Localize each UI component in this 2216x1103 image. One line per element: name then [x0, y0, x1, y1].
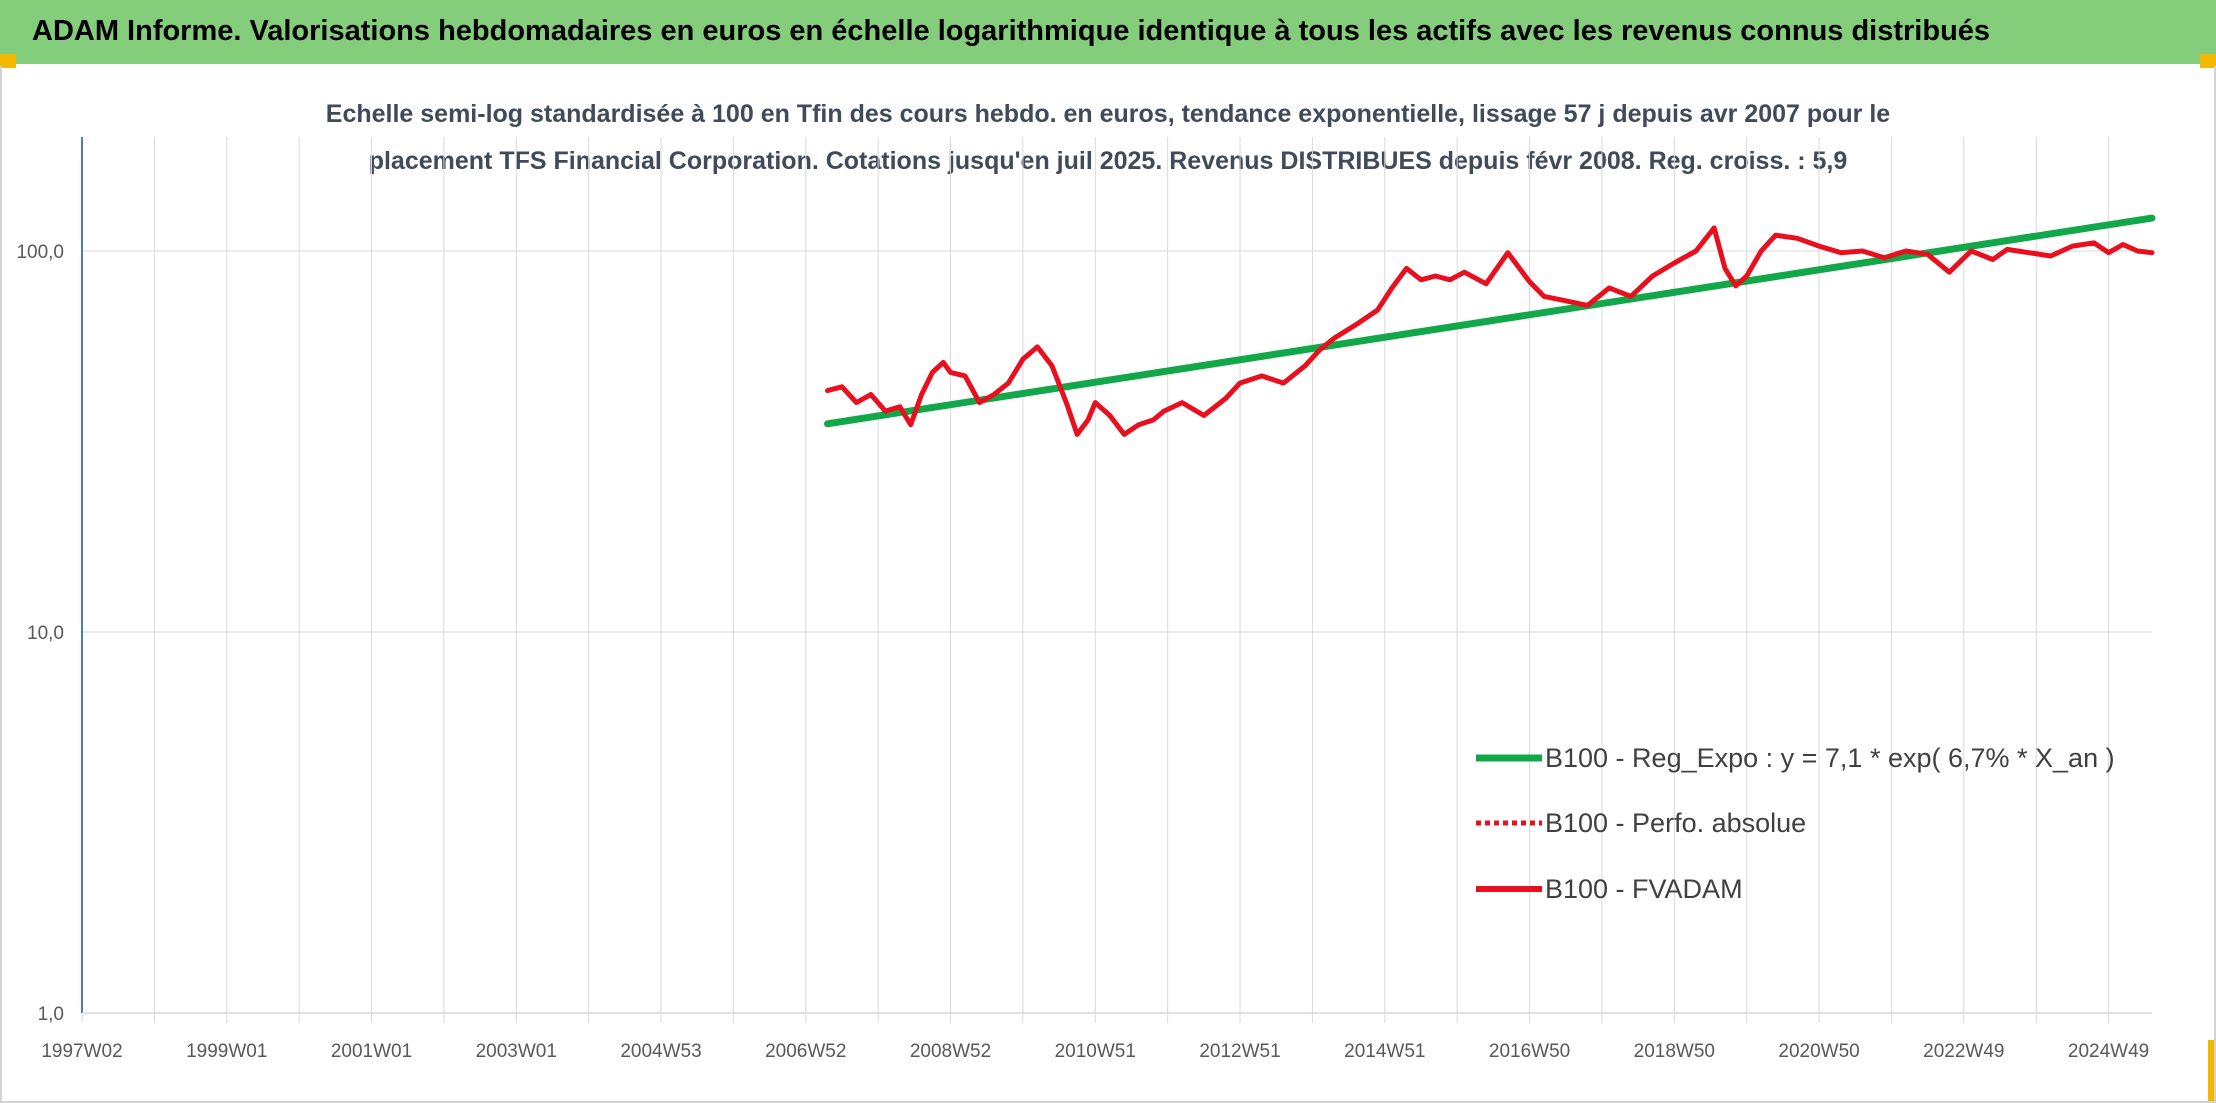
horizontal-gridlines [82, 250, 2152, 1014]
x-tick-label: 1997W02 [41, 1041, 122, 1062]
x-tick-label: 2004W53 [620, 1041, 701, 1062]
x-tick-label: 2012W51 [1199, 1041, 1280, 1062]
series-layer [824, 214, 2156, 437]
report-banner: ADAM Informe. Valorisations hebdomadaire… [0, 0, 2216, 64]
page-title: ADAM Informe. Valorisations hebdomadaire… [32, 15, 1991, 47]
legend: B100 - Reg_Expo : y = 7,1 * exp( 6,7% * … [1476, 743, 2115, 904]
x-tick-label: 2018W50 [1634, 1041, 1715, 1062]
series-fvadam-line [825, 225, 2155, 437]
chart-title-line-2: placement TFS Financial Corporation. Cot… [369, 147, 1848, 175]
legend-label-perfo-absolue: B100 - Perfo. absolue [1545, 808, 1806, 838]
legend-label-fvadam: B100 - FVADAM [1545, 874, 1743, 904]
x-tick-label: 2022W49 [1923, 1041, 2004, 1062]
y-tick-label: 10,0 [27, 623, 64, 644]
x-tick-label: 2020W50 [1778, 1041, 1859, 1062]
x-tick-label: 2010W51 [1055, 1041, 1136, 1062]
corner-accent-bottom-right [2208, 1040, 2216, 1102]
corner-accent-right [2200, 54, 2216, 68]
x-tick-label: 2003W01 [476, 1041, 557, 1062]
y-tick-label: 100,0 [16, 242, 64, 263]
chart-title: Echelle semi-log standardisée à 100 en T… [326, 100, 1891, 175]
corner-accent-left [0, 54, 16, 68]
x-tick-label: 2001W01 [331, 1041, 412, 1062]
chart-title-line-1: Echelle semi-log standardisée à 100 en T… [326, 100, 1891, 128]
series-regression-line [824, 214, 2156, 428]
x-tick-label: 2008W52 [910, 1041, 991, 1062]
x-tick-label: 1999W01 [186, 1041, 267, 1062]
chart-frame [0, 66, 2216, 1103]
x-tick-labels: 1997W02 1999W01 2001W01 2003W01 2004W53 2006W… [41, 1041, 2149, 1062]
x-tick-label: 2006W52 [765, 1041, 846, 1062]
x-tick-label: 2014W51 [1344, 1041, 1425, 1062]
x-tick-label: 2016W50 [1489, 1041, 1570, 1062]
y-tick-labels: 1,0 10,0 100,0 [16, 242, 64, 1025]
x-tick-label: 2024W49 [2068, 1041, 2149, 1062]
y-tick-label: 1,0 [38, 1004, 64, 1025]
legend-label-regression: B100 - Reg_Expo : y = 7,1 * exp( 6,7% * … [1545, 743, 2115, 773]
